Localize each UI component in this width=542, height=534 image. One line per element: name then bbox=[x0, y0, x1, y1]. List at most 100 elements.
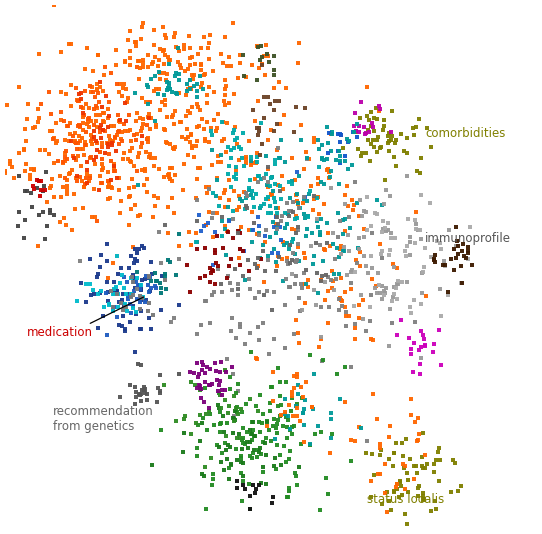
Point bbox=[335, 295, 344, 303]
Point bbox=[366, 122, 375, 130]
Point bbox=[257, 119, 266, 128]
Point bbox=[253, 42, 262, 50]
Point bbox=[218, 232, 227, 240]
Point bbox=[49, 135, 57, 144]
Point bbox=[294, 328, 302, 337]
Point bbox=[339, 144, 347, 152]
Point bbox=[137, 35, 145, 43]
Point bbox=[457, 279, 466, 288]
Point bbox=[216, 151, 225, 159]
Point bbox=[220, 224, 229, 233]
Point bbox=[239, 272, 248, 280]
Point bbox=[236, 223, 245, 231]
Point bbox=[154, 90, 163, 99]
Point bbox=[242, 189, 250, 197]
Point bbox=[201, 384, 209, 392]
Point bbox=[136, 64, 144, 72]
Point bbox=[312, 239, 320, 247]
Point bbox=[337, 273, 345, 282]
Point bbox=[103, 257, 112, 265]
Point bbox=[234, 74, 243, 82]
Point bbox=[140, 167, 149, 175]
Point bbox=[399, 452, 408, 460]
Point bbox=[133, 180, 142, 189]
Point bbox=[201, 135, 210, 144]
Point bbox=[97, 121, 106, 129]
Point bbox=[113, 313, 121, 321]
Point bbox=[403, 468, 412, 477]
Point bbox=[26, 175, 35, 183]
Point bbox=[57, 88, 66, 97]
Point bbox=[180, 160, 189, 168]
Point bbox=[293, 242, 302, 251]
Point bbox=[260, 71, 269, 80]
Point bbox=[309, 206, 318, 214]
Point bbox=[61, 220, 70, 229]
Point bbox=[205, 381, 214, 389]
Point bbox=[360, 130, 369, 138]
Point bbox=[154, 56, 163, 65]
Point bbox=[269, 217, 278, 226]
Point bbox=[207, 145, 216, 154]
Point bbox=[132, 117, 140, 125]
Point bbox=[81, 180, 89, 189]
Point bbox=[50, 134, 59, 143]
Point bbox=[125, 125, 134, 134]
Point bbox=[126, 290, 135, 299]
Point bbox=[326, 173, 334, 182]
Point bbox=[186, 287, 195, 296]
Point bbox=[214, 110, 222, 119]
Point bbox=[228, 429, 237, 438]
Point bbox=[30, 123, 39, 131]
Point bbox=[316, 231, 325, 240]
Point bbox=[60, 153, 69, 161]
Point bbox=[409, 131, 418, 139]
Point bbox=[417, 235, 426, 244]
Point bbox=[230, 136, 239, 144]
Point bbox=[112, 146, 120, 155]
Point bbox=[454, 250, 462, 258]
Point bbox=[372, 209, 381, 218]
Point bbox=[372, 115, 381, 123]
Point bbox=[352, 259, 361, 268]
Point bbox=[248, 436, 256, 444]
Point bbox=[404, 214, 412, 223]
Point bbox=[347, 195, 356, 204]
Point bbox=[319, 245, 328, 254]
Point bbox=[205, 55, 214, 64]
Point bbox=[286, 426, 295, 435]
Point bbox=[198, 419, 207, 427]
Point bbox=[377, 281, 386, 290]
Point bbox=[397, 439, 406, 448]
Point bbox=[290, 257, 299, 265]
Point bbox=[137, 294, 145, 303]
Point bbox=[105, 132, 113, 140]
Point bbox=[147, 277, 156, 285]
Point bbox=[271, 435, 280, 443]
Point bbox=[451, 459, 460, 468]
Point bbox=[204, 208, 213, 216]
Point bbox=[208, 265, 216, 274]
Point bbox=[221, 75, 229, 84]
Point bbox=[318, 356, 326, 365]
Point bbox=[93, 324, 102, 333]
Point bbox=[125, 111, 133, 119]
Point bbox=[63, 190, 72, 198]
Point bbox=[214, 387, 222, 396]
Point bbox=[288, 179, 297, 188]
Point bbox=[279, 277, 287, 286]
Point bbox=[104, 114, 112, 123]
Point bbox=[288, 198, 297, 206]
Point bbox=[67, 136, 75, 145]
Point bbox=[36, 100, 45, 108]
Point bbox=[367, 229, 376, 237]
Point bbox=[207, 268, 215, 277]
Point bbox=[217, 216, 226, 225]
Point bbox=[378, 247, 387, 256]
Point bbox=[347, 363, 356, 372]
Point bbox=[313, 194, 321, 202]
Point bbox=[279, 184, 287, 193]
Point bbox=[69, 132, 78, 140]
Point bbox=[222, 368, 230, 376]
Point bbox=[349, 302, 358, 310]
